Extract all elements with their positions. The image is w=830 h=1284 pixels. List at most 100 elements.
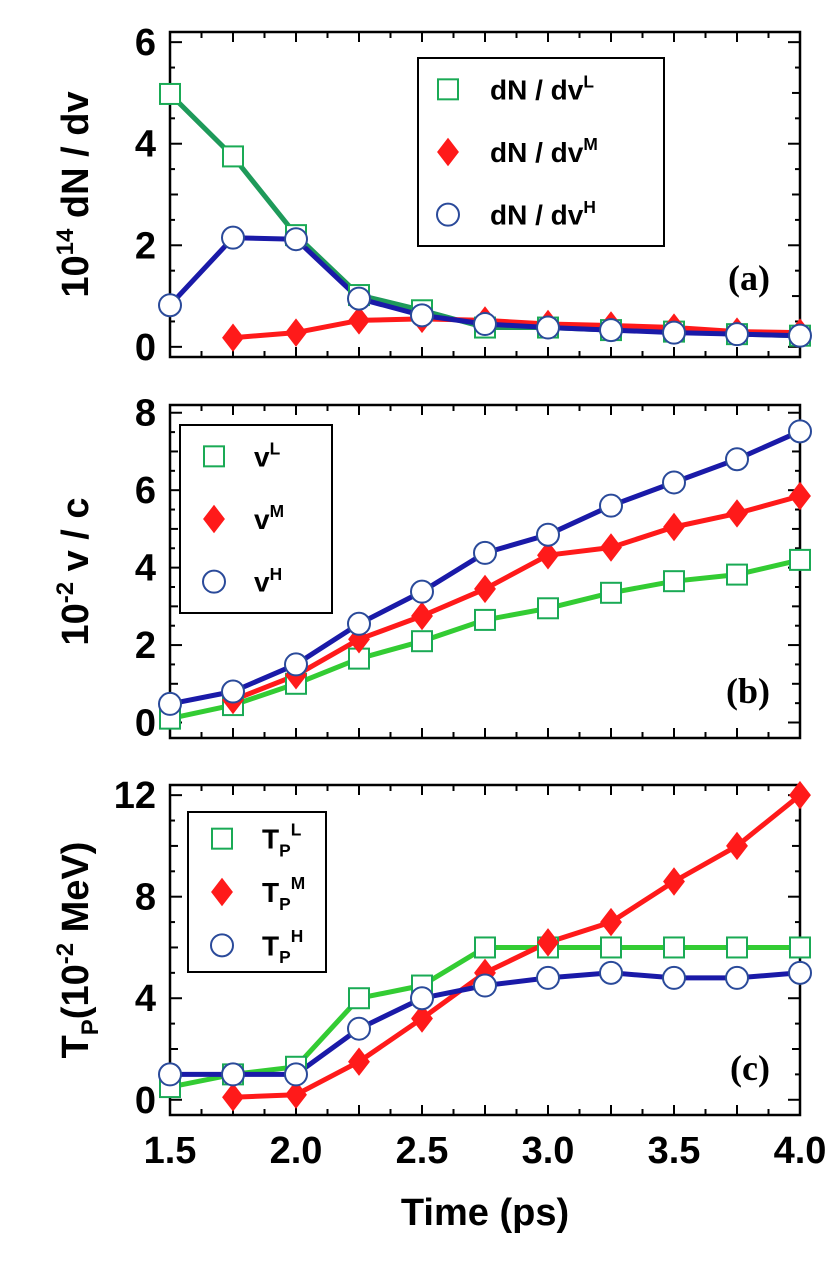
data-point-L: [789, 936, 811, 959]
legend-marker-L: [211, 827, 233, 850]
data-point-M: [726, 499, 748, 528]
data-point-M: [285, 318, 307, 347]
data-point-L: [348, 987, 370, 1010]
data-point-L: [474, 608, 496, 631]
data-point-H: [662, 965, 686, 990]
x-tick-label: 3.5: [648, 1130, 701, 1172]
data-point-H: [536, 315, 560, 340]
y-tick-label: 8: [135, 393, 156, 435]
data-point-H: [473, 540, 497, 565]
legend-marker-H: [202, 569, 226, 594]
data-point-H: [410, 303, 434, 328]
data-point-H: [221, 679, 245, 704]
data-point-M: [222, 1082, 244, 1112]
data-point-L: [663, 570, 685, 593]
data-point-H: [410, 986, 434, 1011]
data-point-L: [726, 936, 748, 959]
x-tick-label: 2.5: [396, 1130, 449, 1172]
legend: dN / dvL dN / dvM dN / dvH: [417, 57, 665, 247]
data-point-H: [221, 225, 245, 250]
y-tick-label: 0: [135, 327, 156, 369]
series-line-M: [232, 493, 801, 703]
legend-label-M: vM: [254, 501, 284, 535]
data-point-M: [663, 512, 685, 542]
data-point-M: [663, 867, 685, 896]
data-point-H: [347, 286, 371, 311]
data-point-M: [789, 481, 811, 511]
y-tick-label: 0: [135, 703, 156, 745]
y-axis-title: 10-2 v / c: [52, 497, 97, 645]
legend-marker-M: [211, 877, 233, 907]
data-point-L: [789, 548, 811, 571]
data-point-H: [284, 227, 308, 252]
data-point-L: [663, 936, 685, 959]
data-point-L: [411, 630, 433, 653]
data-point-M: [789, 780, 811, 810]
data-point-L: [600, 581, 622, 604]
legend-marker-H: [210, 933, 234, 958]
legend-marker-L: [203, 445, 225, 468]
legend-label-M: dN / dvM: [490, 134, 598, 168]
data-point-H: [725, 322, 749, 347]
panel-label: (c): [730, 1048, 770, 1088]
data-point-H: [725, 447, 749, 472]
legend-marker-H: [436, 202, 460, 227]
data-point-M: [600, 533, 622, 562]
y-axis-title: 1014 dN / dv: [52, 91, 97, 297]
x-tick-label: 2.0: [270, 1130, 323, 1172]
data-point-H: [788, 419, 812, 444]
panel-a: 0 2 4 6 1014 dN / dv dN / dvL dN / dvM dN / dvH…: [52, 22, 812, 369]
legend-marker-L: [437, 78, 459, 101]
y-tick-label: 6: [135, 22, 156, 64]
y-tick-label: 4: [135, 548, 156, 590]
legend-label-L: TPL: [262, 820, 302, 861]
legend: vL vM vH: [179, 424, 333, 614]
y-tick-label: 4: [135, 978, 156, 1020]
data-point-M: [411, 1004, 433, 1033]
data-point-M: [537, 928, 559, 957]
y-tick-label: 12: [114, 775, 156, 817]
legend-marker-M: [203, 504, 225, 534]
data-point-H: [725, 965, 749, 990]
y-axis-title: TP(10-2 MeV): [52, 842, 104, 1059]
data-point-H: [662, 320, 686, 345]
x-tick-label: 1.5: [144, 1130, 197, 1172]
x-tick-label: 4.0: [774, 1130, 827, 1172]
panel-b: 0 2 4 6 8 10-2 v / c vL vM vH (b): [52, 393, 812, 745]
data-point-M: [285, 1080, 307, 1109]
panel-label: (a): [728, 258, 770, 298]
x-axis-title: Time (ps): [401, 1192, 569, 1234]
y-tick-label: 8: [135, 877, 156, 919]
data-point-M: [726, 831, 748, 861]
legend-label-L: dN / dvL: [490, 72, 594, 106]
data-point-H: [599, 493, 623, 518]
legend-label-H: TPH: [262, 926, 303, 967]
legend-label-H: vH: [254, 564, 282, 598]
data-point-H: [473, 973, 497, 998]
series-line-M: [232, 316, 801, 341]
data-point-L: [222, 145, 244, 168]
data-point-H: [599, 960, 623, 985]
data-point-H: [410, 579, 434, 604]
data-point-M: [537, 541, 559, 570]
data-point-H: [158, 293, 182, 318]
data-point-H: [284, 1062, 308, 1087]
data-point-H: [347, 1016, 371, 1041]
y-tick-label: 4: [135, 124, 156, 166]
data-point-H: [788, 960, 812, 985]
data-point-H: [473, 311, 497, 336]
data-point-M: [222, 323, 244, 352]
data-point-M: [474, 574, 496, 604]
data-point-M: [411, 601, 433, 631]
legend-box: [187, 811, 327, 973]
legend-label-L: vL: [254, 439, 281, 473]
data-point-L: [600, 936, 622, 959]
data-point-H: [536, 965, 560, 990]
y-tick-label: 2: [135, 225, 156, 267]
data-point-H: [158, 1062, 182, 1087]
panel-label: (b): [726, 671, 770, 711]
data-point-H: [662, 470, 686, 495]
data-point-M: [348, 1047, 370, 1076]
data-point-H: [221, 1062, 245, 1087]
